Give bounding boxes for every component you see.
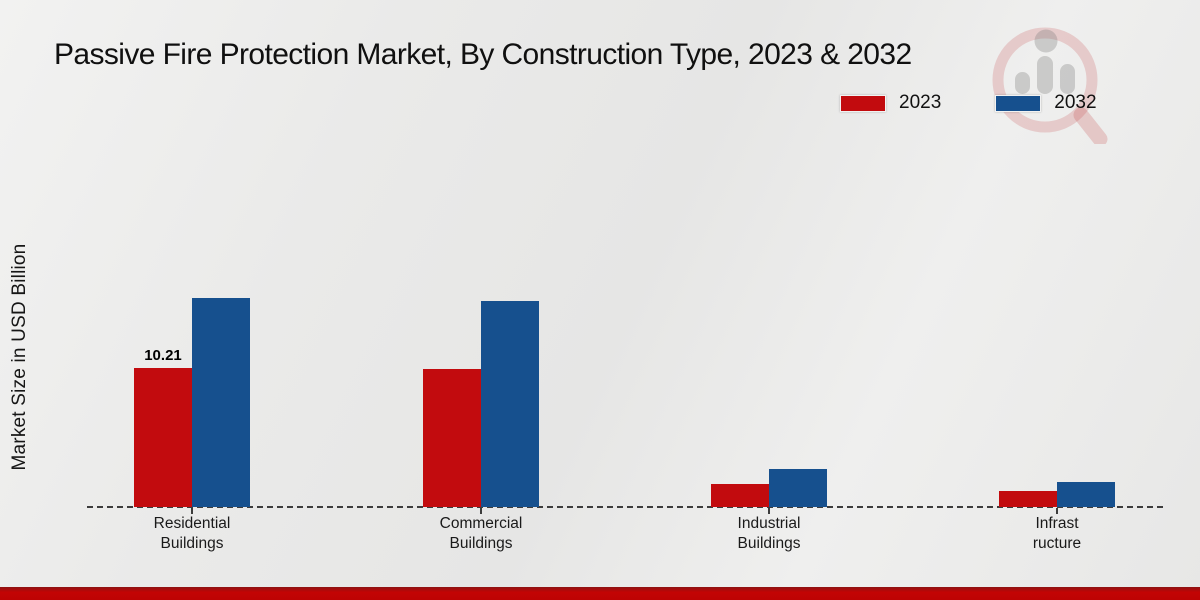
category-label-industrial-buildings: Industrial Buildings bbox=[737, 515, 801, 552]
x-axis-tick bbox=[191, 508, 193, 514]
chart-title: Passive Fire Protection Market, By Const… bbox=[54, 38, 912, 71]
bar-residential-buildings-2032 bbox=[192, 298, 250, 507]
category-label-infrastructure: Infrast ructure bbox=[1032, 515, 1082, 552]
x-axis-tick bbox=[1056, 508, 1058, 514]
legend-label: 2023 bbox=[899, 92, 942, 113]
footer-accent-bar bbox=[0, 587, 1200, 600]
bar-commercial-buildings-2032 bbox=[481, 301, 539, 507]
legend-item-2032: 2032 bbox=[995, 92, 1097, 114]
category-label-residential-buildings: Residential Buildings bbox=[153, 515, 231, 552]
bar-industrial-buildings-2023 bbox=[711, 484, 769, 507]
category-label-commercial-buildings: Commercial Buildings bbox=[439, 515, 523, 552]
bar-residential-buildings-2023 bbox=[134, 368, 192, 507]
legend-label: 2032 bbox=[1054, 92, 1097, 113]
bar-commercial-buildings-2023 bbox=[423, 369, 481, 507]
bar-infrastructure-2023 bbox=[999, 491, 1057, 507]
legend-item-2023: 2023 bbox=[840, 92, 941, 114]
bar-data-label: 10.21 bbox=[144, 347, 182, 364]
magnifier-barchart-watermark-icon bbox=[992, 27, 1108, 144]
legend-swatch-2032 bbox=[995, 94, 1042, 112]
x-axis-tick bbox=[480, 508, 482, 514]
bar-infrastructure-2032 bbox=[1057, 482, 1115, 507]
x-axis-baseline bbox=[87, 506, 1163, 508]
x-axis-tick bbox=[768, 508, 770, 514]
legend-swatch-2023 bbox=[840, 94, 886, 112]
bar-industrial-buildings-2032 bbox=[769, 469, 827, 507]
legend: 2023 2032 bbox=[840, 92, 1097, 114]
